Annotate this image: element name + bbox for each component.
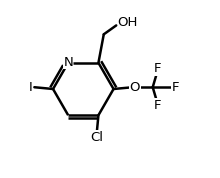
Text: F: F bbox=[153, 62, 161, 75]
Text: N: N bbox=[63, 56, 73, 69]
Text: Cl: Cl bbox=[90, 131, 103, 144]
Text: OH: OH bbox=[117, 16, 138, 29]
Text: F: F bbox=[172, 81, 179, 94]
Text: F: F bbox=[153, 99, 161, 112]
Text: O: O bbox=[130, 81, 140, 94]
Text: I: I bbox=[29, 81, 33, 94]
